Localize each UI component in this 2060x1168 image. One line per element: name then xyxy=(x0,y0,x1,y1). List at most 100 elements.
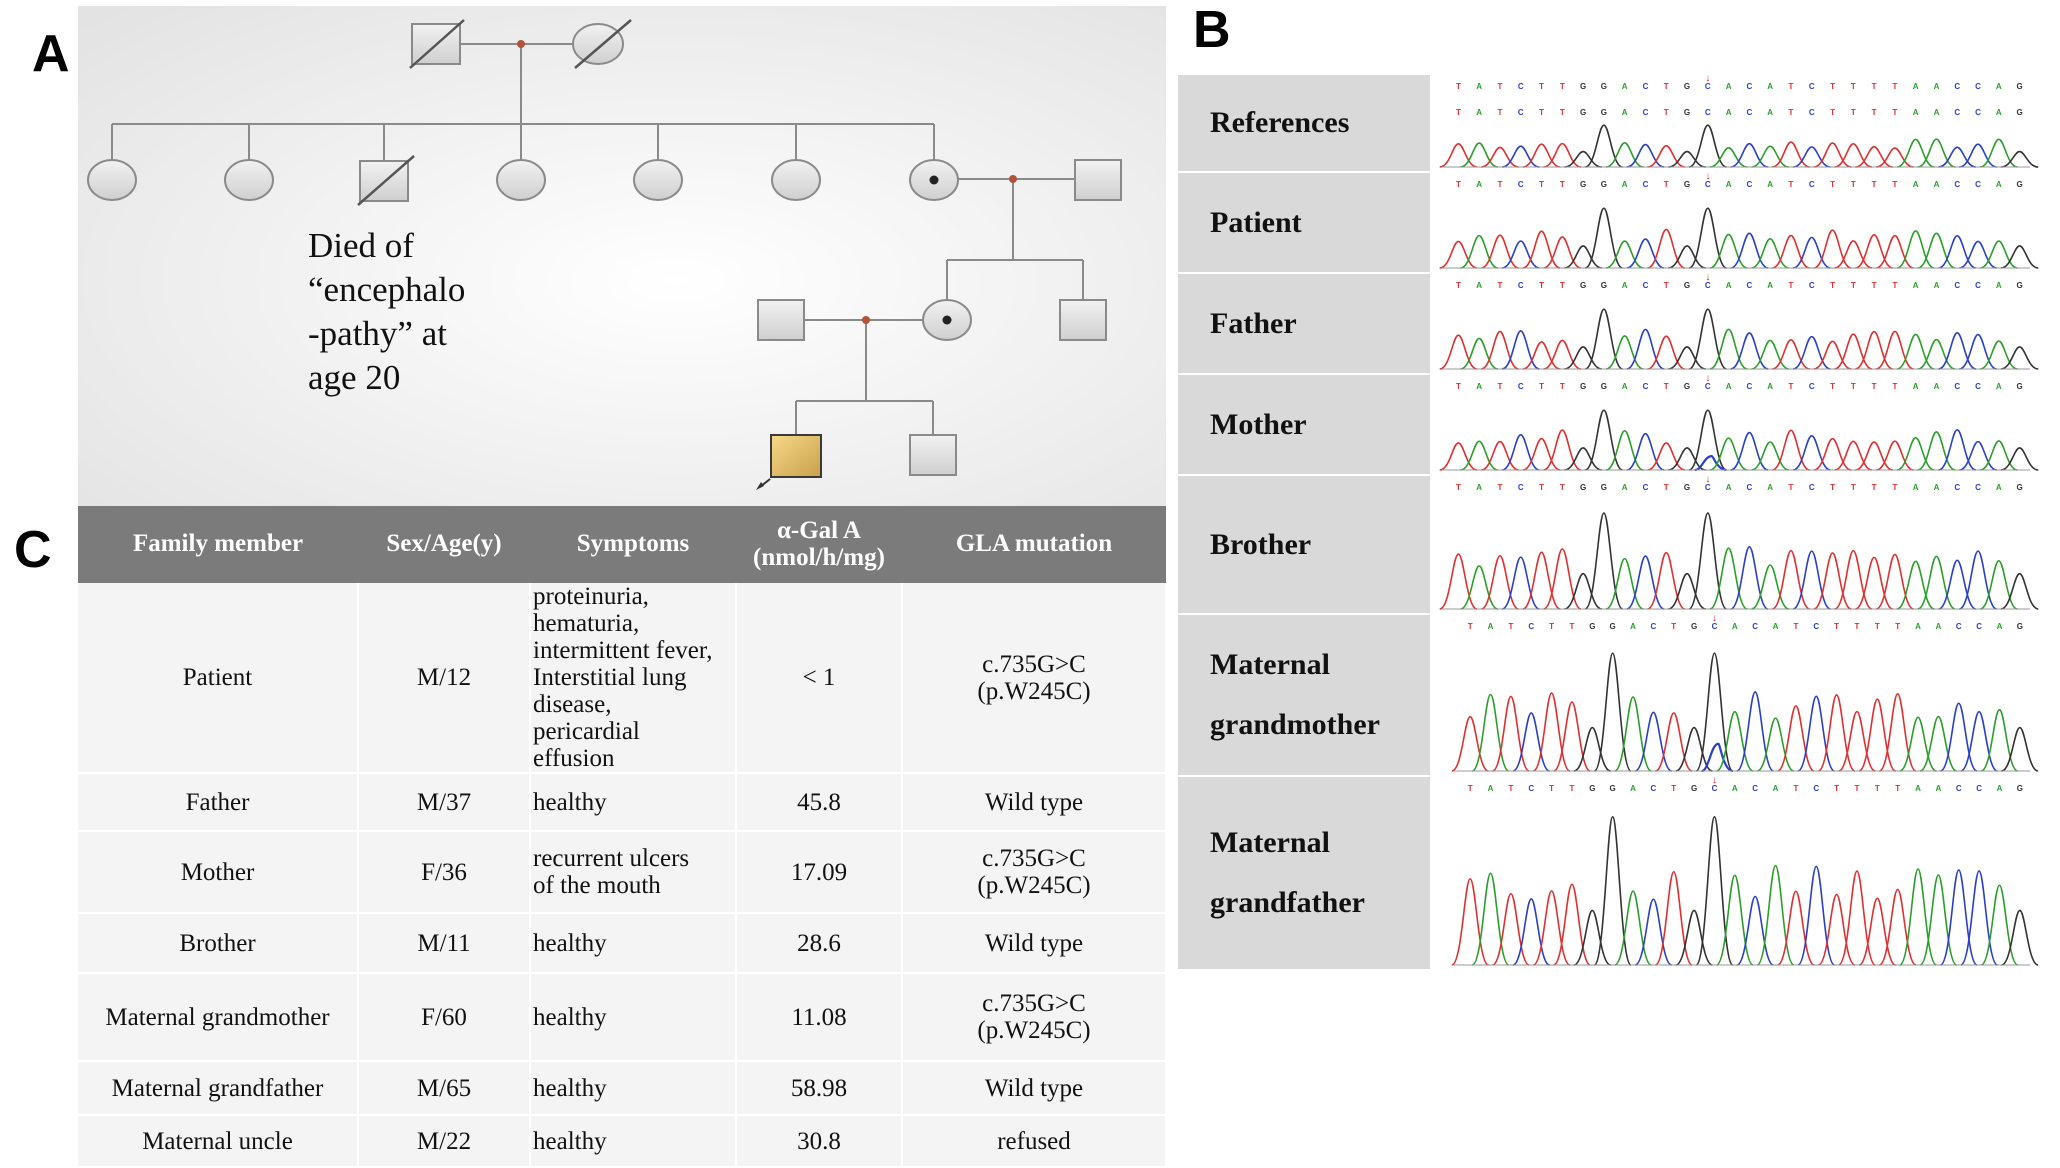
aunt-female xyxy=(87,159,137,201)
base-call: G xyxy=(1684,281,1690,290)
base-call: C xyxy=(1809,483,1815,492)
base-call: C xyxy=(1956,784,1962,793)
base-call: T xyxy=(1549,784,1554,793)
base-call: A xyxy=(1934,82,1940,91)
base-call: T xyxy=(1872,180,1877,189)
cell-sex-age: M/12 xyxy=(358,583,531,774)
base-call: T xyxy=(1892,483,1897,492)
table-row: Maternal uncle M/22 healthy 30.8 refused xyxy=(78,1115,1167,1168)
chromatogram-peak xyxy=(1792,434,1831,471)
base-call: C xyxy=(1809,82,1815,91)
cell-sex-age: M/65 xyxy=(358,1061,531,1116)
cell-gla-mutation: c.735G>C (p.W245C) xyxy=(902,583,1167,774)
base-call: T xyxy=(1834,784,1839,793)
base-call: T xyxy=(1789,82,1794,91)
chromatogram-peak xyxy=(1813,437,1852,471)
chromatogram-peak xyxy=(1647,228,1686,269)
base-call: T xyxy=(1560,180,1565,189)
base-call: C xyxy=(1747,281,1753,290)
base-call: C xyxy=(1809,281,1815,290)
chromatogram-peak xyxy=(1675,726,1713,772)
cell-line: c.735G>C xyxy=(982,845,1086,872)
base-call: T xyxy=(1830,483,1835,492)
header-family-member: Family member xyxy=(78,506,358,583)
sample-label-line: grandfather xyxy=(1210,886,1365,919)
chromatogram-peak xyxy=(1919,874,1958,966)
chromatogram-peak xyxy=(1605,557,1644,610)
base-call: T xyxy=(1456,483,1461,492)
base-call: C xyxy=(1975,483,1981,492)
base-call: G xyxy=(1580,180,1586,189)
base-call: T xyxy=(1793,784,1798,793)
chromatogram-peak xyxy=(1834,440,1873,471)
sample-label-line: Patient xyxy=(1210,205,1302,239)
cell-activity: 17.09 xyxy=(736,831,903,914)
chromatogram-peak xyxy=(1875,440,1914,471)
sample-label: References xyxy=(1210,105,1349,141)
base-call: T xyxy=(1456,382,1461,391)
cell-activity: 58.98 xyxy=(736,1061,903,1116)
base-call: A xyxy=(1732,622,1738,631)
cell-gla-mutation: c.735G>C (p.W245C) xyxy=(902,973,1167,1062)
chromatogram-peak xyxy=(1875,234,1914,269)
base-call: T xyxy=(1664,82,1669,91)
base-call: C xyxy=(1954,483,1960,492)
base-call: T xyxy=(1539,180,1544,189)
base-call: A xyxy=(1773,622,1779,631)
chromatogram-peak xyxy=(1584,512,1624,610)
chromatogram-peak xyxy=(1626,328,1665,370)
chromatogram-peak xyxy=(1979,340,2018,370)
chromatogram-peak xyxy=(1730,232,1769,269)
base-call: G xyxy=(1610,622,1616,631)
base-call: G xyxy=(1601,382,1607,391)
base-call: T xyxy=(1664,180,1669,189)
chromatogram-peak xyxy=(1439,334,1478,370)
chromatogram-peak xyxy=(1532,890,1571,966)
base-call: A xyxy=(1767,281,1773,290)
chromatogram-peak xyxy=(1695,652,1734,772)
panel-label-c: C xyxy=(14,521,52,579)
base-call: T xyxy=(1830,108,1835,117)
grandmother-deceased-female xyxy=(572,23,624,65)
cell-family-member: Maternal uncle xyxy=(78,1115,359,1168)
base-call: C xyxy=(1643,281,1649,290)
base-call: A xyxy=(1476,483,1482,492)
base-call: C xyxy=(1975,82,1981,91)
base-call: T xyxy=(1834,622,1839,631)
base-call: A xyxy=(1913,382,1919,391)
base-call: G xyxy=(1684,483,1690,492)
chromatogram-peak xyxy=(1751,564,1790,610)
chromatogram-peak xyxy=(1979,240,2018,269)
sample-label-line: Father xyxy=(1210,306,1297,340)
base-call: T xyxy=(1789,281,1794,290)
base-call: T xyxy=(1789,180,1794,189)
chromatogram-peak xyxy=(1668,150,1706,168)
pedigree-lines xyxy=(111,43,1094,435)
base-call: G xyxy=(1610,784,1616,793)
base-call: C xyxy=(1809,108,1815,117)
base-call: C xyxy=(1747,180,1753,189)
chromatogram-peak xyxy=(1460,142,1499,168)
base-call: A xyxy=(1630,622,1636,631)
chromatogram-peak xyxy=(1777,890,1815,966)
base-call: G xyxy=(1601,483,1607,492)
chromatogram-peak xyxy=(1634,711,1673,772)
sample-label: Mother xyxy=(1210,407,1307,443)
base-call: T xyxy=(1851,483,1856,492)
chromatogram-peak xyxy=(1751,441,1790,471)
chromatogram-peak xyxy=(1564,447,1602,471)
base-call: C xyxy=(1809,382,1815,391)
table-row: Maternal grandmother F/60 healthy 11.08 c.73… xyxy=(78,973,1167,1062)
chromatogram-peak xyxy=(1813,552,1852,610)
chromatogram-peak xyxy=(1756,717,1795,772)
chromatogram-peak xyxy=(1817,893,1856,966)
chromatogram-peak xyxy=(1451,715,1489,772)
sample-label-box xyxy=(1178,615,1430,775)
base-call: C xyxy=(1705,281,1711,290)
cell-activity: < 1 xyxy=(736,583,903,774)
chromatogram-peak xyxy=(1709,437,1748,471)
header-line: α-Gal A xyxy=(776,517,862,545)
chromatogram-peak xyxy=(1855,330,1894,370)
base-call: T xyxy=(1560,82,1565,91)
